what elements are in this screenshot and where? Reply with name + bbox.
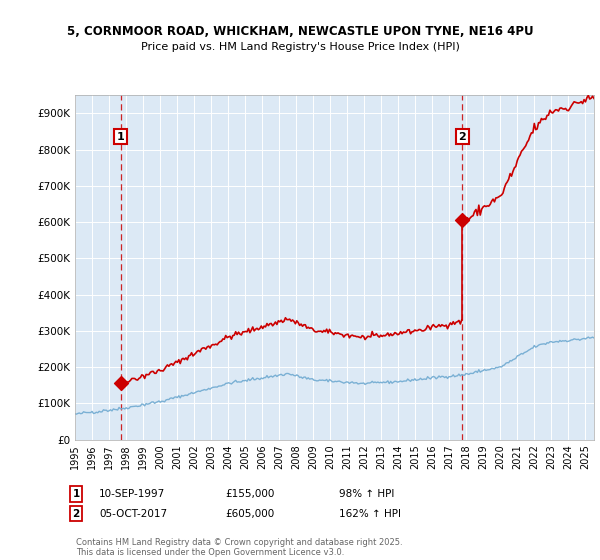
Text: 10-SEP-1997: 10-SEP-1997 xyxy=(99,489,165,499)
Text: £155,000: £155,000 xyxy=(225,489,274,499)
Text: 98% ↑ HPI: 98% ↑ HPI xyxy=(339,489,394,499)
Text: 2: 2 xyxy=(73,508,80,519)
Text: 2: 2 xyxy=(458,132,466,142)
Text: 1: 1 xyxy=(117,132,125,142)
Point xyxy=(457,216,467,225)
Text: 5, CORNMOOR ROAD, WHICKHAM, NEWCASTLE UPON TYNE, NE16 4PU: 5, CORNMOOR ROAD, WHICKHAM, NEWCASTLE UP… xyxy=(67,25,533,38)
Text: £605,000: £605,000 xyxy=(225,508,274,519)
Text: 05-OCT-2017: 05-OCT-2017 xyxy=(99,508,167,519)
Text: 162% ↑ HPI: 162% ↑ HPI xyxy=(339,508,401,519)
Text: 1: 1 xyxy=(73,489,80,499)
Text: Contains HM Land Registry data © Crown copyright and database right 2025.
This d: Contains HM Land Registry data © Crown c… xyxy=(76,538,403,557)
Point xyxy=(116,379,125,388)
Text: Price paid vs. HM Land Registry's House Price Index (HPI): Price paid vs. HM Land Registry's House … xyxy=(140,42,460,52)
